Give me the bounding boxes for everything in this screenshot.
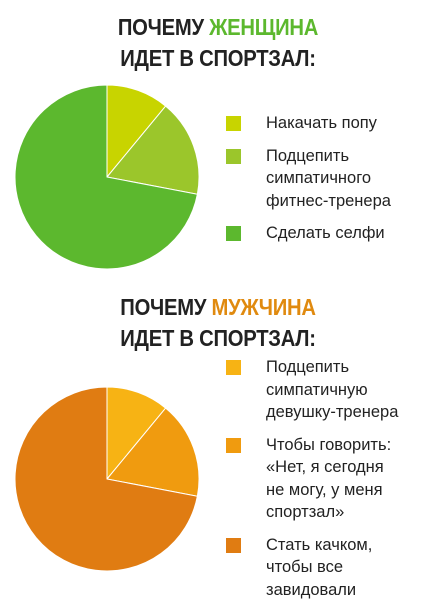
legend-swatch — [226, 226, 241, 241]
pie-slice-2 — [106, 407, 200, 497]
pie-chart — [14, 386, 200, 572]
chart-title: ПОЧЕМУ ЖЕНЩИНА ИДЕТ В СПОРТЗАЛ: — [26, 12, 410, 74]
legend-item-1: Накачать попу — [226, 112, 431, 135]
title-highlight-woman: ЖЕНЩИНА — [209, 14, 319, 40]
legend-item-3: Стать качком, чтобы все завидовали — [226, 534, 431, 602]
legend-item-1: Подцепить симпатичную девушку-тренера — [226, 356, 431, 424]
legend-label-line: Подцепить — [266, 146, 350, 165]
legend-label-line: Подцепить — [266, 358, 350, 376]
legend-label-line: девушку-тренера — [266, 403, 399, 421]
chart-women: ПОЧЕМУ ЖЕНЩИНА ИДЕТ В СПОРТЗАЛ: Накачать… — [0, 0, 436, 290]
legend-swatch — [226, 437, 241, 453]
legend-label-line: Чтобы говорить: — [266, 435, 392, 454]
legend-label-line: Сделать селфи — [266, 224, 385, 242]
chart-title: ПОЧЕМУ МУЖЧИНА ИДЕТ В СПОРТЗАЛ: — [26, 292, 410, 354]
title-highlight-man: МУЖЧИНА — [211, 294, 316, 320]
pie-slice-3 — [14, 84, 198, 270]
pie-slice-3 — [14, 386, 198, 572]
legend-swatch — [226, 148, 241, 164]
title-line-gym: ИДЕТ В СПОРТЗАЛ: — [120, 45, 316, 71]
legend-item-2: Чтобы говорить: «Нет, я сегодня не могу, у… — [226, 434, 431, 524]
title-word-why: ПОЧЕМУ — [117, 14, 204, 40]
legend-item-2: Подцепить симпатичного фитнес-тренера — [226, 145, 431, 213]
legend-label-line: чтобы все — [266, 558, 344, 576]
legend-swatch — [226, 116, 241, 131]
title-word-why: ПОЧЕМУ — [120, 294, 207, 320]
chart-men: ПОЧЕМУ МУЖЧИНА ИДЕТ В СПОРТЗАЛ: Подцепит… — [0, 290, 436, 608]
legend-label-line: спортзал» — [266, 503, 345, 521]
legend-label-line: не могу, у меня — [266, 480, 383, 499]
legend-swatch — [226, 360, 241, 375]
legend-label-line: фитнес-тренера — [266, 191, 391, 210]
pie-slice-2 — [106, 105, 200, 195]
legend-label-line: Стать качком, — [266, 535, 373, 554]
pie-chart — [14, 84, 200, 270]
legend-label-line: завидовали — [266, 580, 357, 599]
legend-item-3: Сделать селфи — [226, 222, 431, 245]
chart-legend: Подцепить симпатичную девушку-тренера Чтобы… — [226, 356, 431, 611]
chart-legend: Накачать попу Подцепить симпатичного фитнес… — [226, 112, 431, 255]
title-line-gym: ИДЕТ В СПОРТЗАЛ: — [120, 325, 316, 351]
legend-label-line: симпатичную — [266, 380, 368, 399]
legend-label-line: симпатичного — [266, 169, 372, 187]
legend-label-line: «Нет, я сегодня — [266, 458, 384, 476]
legend-swatch — [226, 537, 241, 553]
legend-label-line: Накачать попу — [266, 114, 377, 132]
